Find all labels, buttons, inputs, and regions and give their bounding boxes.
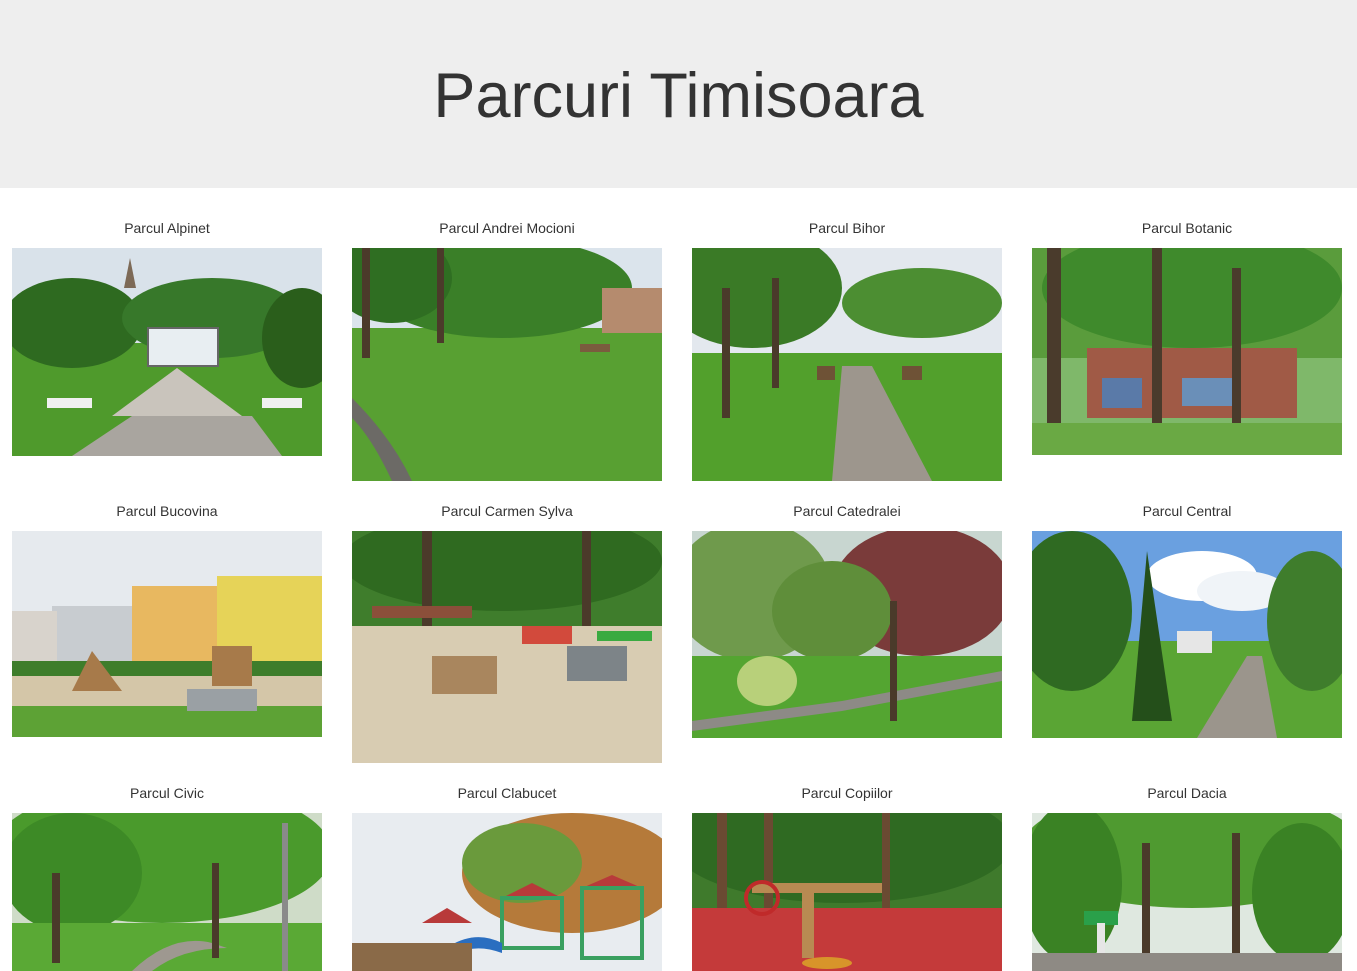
park-title: Parcul Alpinet [124,220,210,236]
park-title: Parcul Clabucet [457,785,557,801]
park-photo[interactable] [1032,531,1342,738]
park-title: Parcul Carmen Sylva [441,503,573,519]
park-photo[interactable] [352,531,662,763]
park-photo[interactable] [352,813,662,971]
park-title: Parcul Andrei Mocioni [439,220,575,236]
park-title: Parcul Botanic [1141,220,1233,236]
page-title: Parcuri Timisoara [433,61,924,131]
park-photo[interactable] [692,813,1002,971]
park-title: Parcul Bucovina [116,503,218,519]
park-title: Parcul Bihor [808,220,886,236]
park-title: Parcul Central [1142,503,1232,519]
park-title: Parcul Catedralei [793,503,901,519]
page-header: Parcuri Timisoara [0,0,1357,188]
park-photo[interactable] [12,531,322,737]
park-photo[interactable] [1032,248,1342,455]
park-photo[interactable] [352,248,662,481]
park-title: Parcul Civic [130,785,204,801]
park-photo[interactable] [12,813,322,971]
park-photo[interactable] [692,531,1002,738]
park-title: Parcul Copiilor [801,785,893,801]
park-photo[interactable] [692,248,1002,481]
park-title: Parcul Dacia [1147,785,1227,801]
park-photo[interactable] [1032,813,1342,971]
park-photo[interactable] [12,248,322,456]
